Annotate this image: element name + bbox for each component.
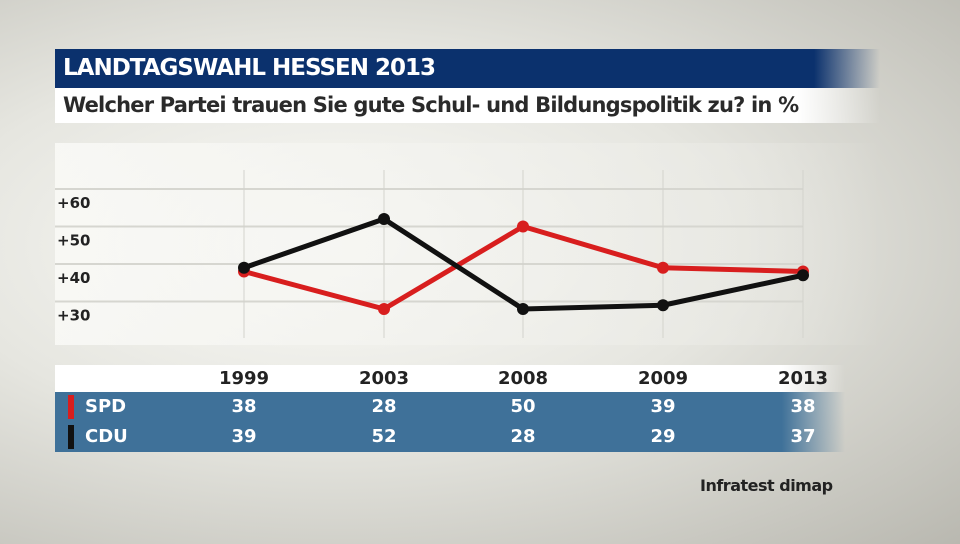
table-row-cdu: CDU 39 52 28 29 37 bbox=[55, 422, 845, 452]
y-tick-label: +50 bbox=[57, 232, 90, 250]
data-value: 38 bbox=[231, 396, 257, 417]
line-chart: +30 +40 +50 +60 bbox=[55, 170, 809, 338]
y-tick-label: +60 bbox=[57, 194, 90, 212]
legend-marker bbox=[68, 425, 74, 449]
data-value: 29 bbox=[650, 426, 676, 447]
chart-title: LANDTAGSWAHL HESSEN 2013 bbox=[55, 49, 880, 88]
data-value: 52 bbox=[371, 426, 397, 447]
x-tick-label: 2008 bbox=[497, 368, 549, 389]
source-label: Infratest dimap bbox=[700, 476, 833, 495]
x-tick-label: 2003 bbox=[358, 368, 410, 389]
legend-marker bbox=[68, 395, 74, 419]
data-value: 28 bbox=[510, 426, 536, 447]
chart-subtitle: Welcher Partei trauen Sie gute Schul- un… bbox=[55, 88, 880, 123]
data-value: 28 bbox=[371, 396, 397, 417]
x-tick-label: 2013 bbox=[777, 368, 829, 389]
data-point-cdu bbox=[378, 213, 390, 225]
data-point-spd bbox=[517, 220, 529, 233]
data-point-cdu bbox=[797, 269, 809, 282]
table-row-spd: SPD 38 28 50 39 38 bbox=[55, 392, 845, 422]
data-point-cdu bbox=[517, 303, 529, 315]
data-point-spd bbox=[657, 261, 669, 274]
data-value: 39 bbox=[650, 396, 676, 417]
data-point-cdu bbox=[238, 261, 250, 274]
chart-panel bbox=[55, 143, 880, 345]
series-label: SPD bbox=[85, 396, 127, 417]
table-header-row: 1999 2003 2008 2009 2013 bbox=[55, 365, 845, 392]
data-point-cdu bbox=[657, 299, 669, 312]
x-tick-label: 2009 bbox=[637, 368, 689, 389]
x-tick-label: 1999 bbox=[218, 368, 270, 389]
data-value: 50 bbox=[510, 396, 536, 417]
data-value: 38 bbox=[790, 396, 816, 417]
data-value: 39 bbox=[231, 426, 257, 447]
series-label: CDU bbox=[85, 426, 128, 447]
data-value: 37 bbox=[790, 426, 816, 447]
data-table: 1999 2003 2008 2009 2013 SPD 38 28 50 39 38 CDU 39… bbox=[55, 365, 845, 452]
data-point-spd bbox=[378, 303, 390, 315]
y-tick-label: +30 bbox=[57, 307, 90, 325]
y-tick-label: +40 bbox=[57, 269, 90, 287]
